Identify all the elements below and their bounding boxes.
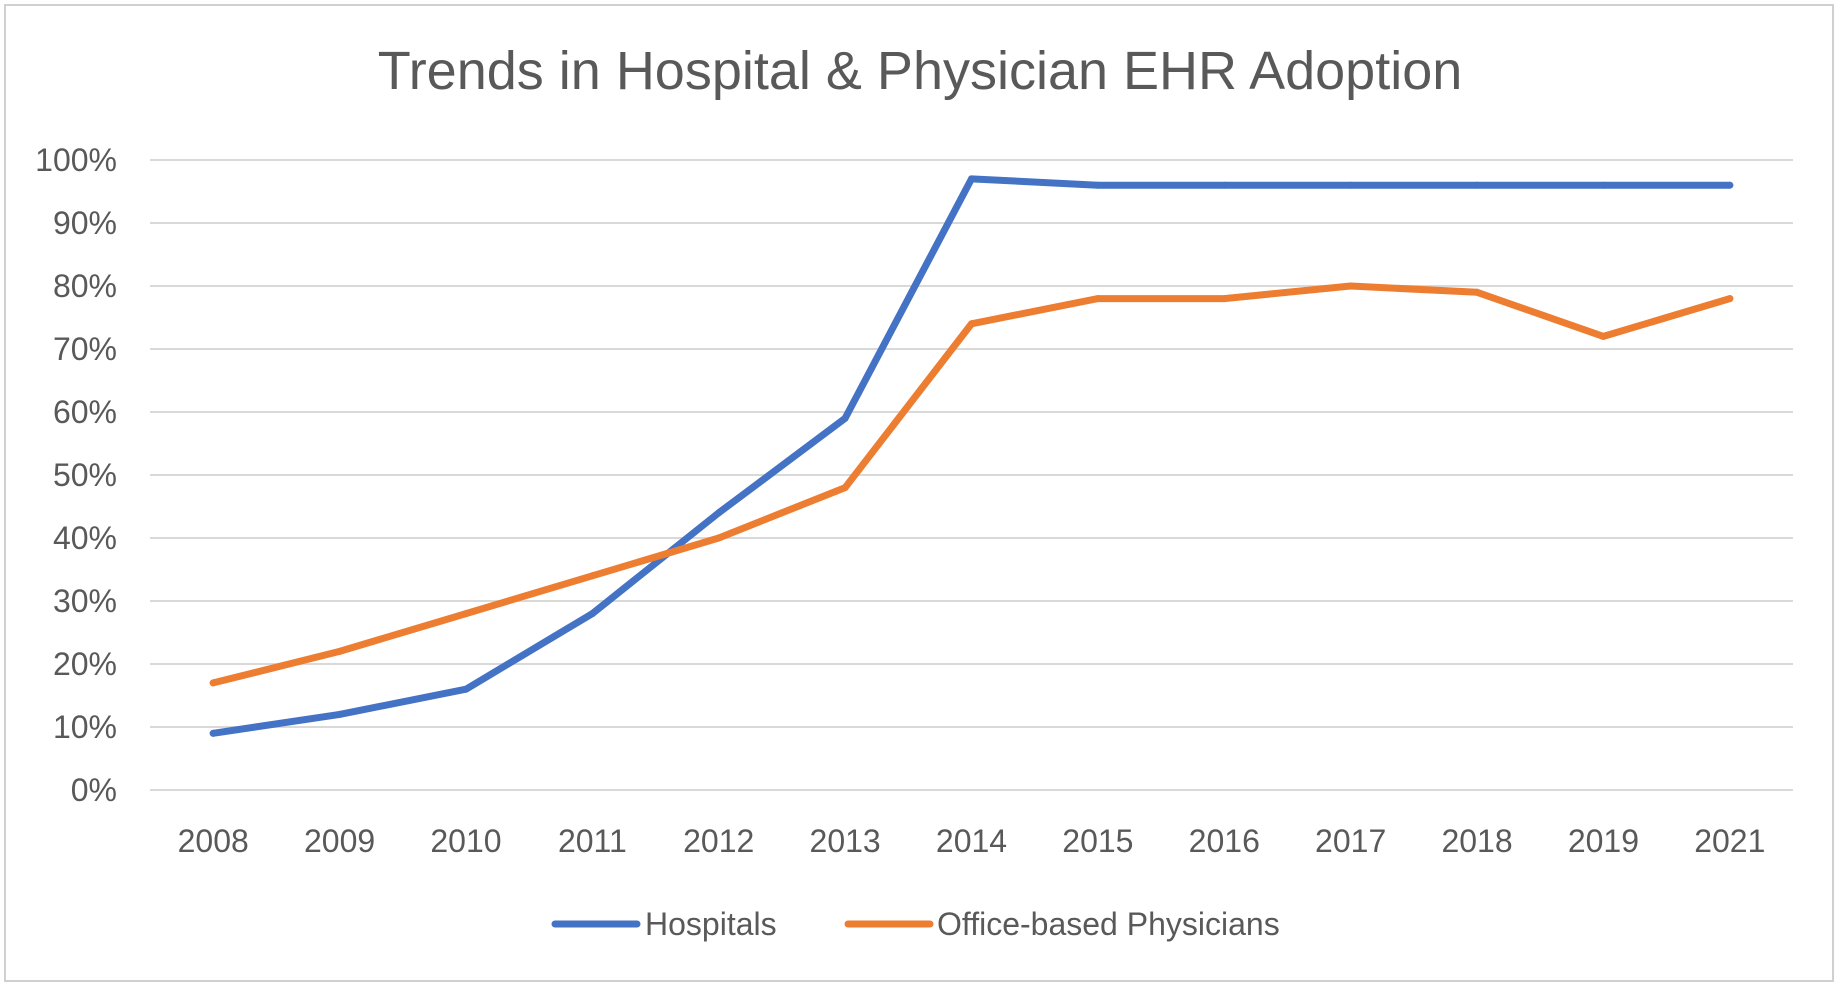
- x-tick-label: 2019: [1568, 823, 1639, 859]
- y-tick-label: 80%: [53, 268, 117, 304]
- x-tick-label: 2016: [1189, 823, 1260, 859]
- chart-title: Trends in Hospital & Physician EHR Adopt…: [377, 41, 1463, 101]
- x-tick-label: 2013: [810, 823, 881, 859]
- series-lines: [209, 175, 1734, 737]
- x-tick-label: 2015: [1062, 823, 1133, 859]
- legend: Hospitals Office-based Physicians: [551, 906, 1280, 942]
- x-tick-label: 2008: [178, 823, 249, 859]
- y-tick-label: 50%: [53, 457, 117, 493]
- y-tick-label: 40%: [53, 520, 117, 556]
- data-point: [1220, 181, 1228, 189]
- data-point: [588, 572, 596, 580]
- x-tick-label: 2009: [304, 823, 375, 859]
- data-point: [715, 534, 723, 542]
- data-point: [209, 679, 217, 687]
- data-point: [336, 647, 344, 655]
- y-tick-label: 0%: [71, 772, 117, 808]
- data-point: [1094, 181, 1102, 189]
- data-point: [841, 484, 849, 492]
- data-point: [1599, 332, 1607, 340]
- data-point: [968, 175, 975, 183]
- x-tick-label: 2018: [1441, 823, 1512, 859]
- data-point: [1220, 295, 1228, 303]
- x-tick-label: 2011: [558, 823, 627, 859]
- x-tick-label: 2012: [683, 823, 754, 859]
- legend-label: Hospitals: [645, 906, 777, 942]
- data-point: [1599, 181, 1607, 189]
- chart-frame: [4, 4, 1834, 982]
- data-point: [1347, 282, 1355, 290]
- y-tick-label: 70%: [53, 331, 117, 367]
- series-line-office-based-physicians: [209, 282, 1734, 687]
- data-point: [1726, 181, 1734, 189]
- data-point: [1347, 181, 1355, 189]
- y-tick-label: 30%: [53, 583, 117, 619]
- data-point: [462, 685, 470, 693]
- y-tick-label: 20%: [53, 646, 117, 682]
- x-tick-label: 2017: [1315, 823, 1386, 859]
- gridlines: [150, 159, 1793, 791]
- x-tick-label: 2014: [936, 823, 1007, 859]
- data-point: [1094, 295, 1102, 303]
- data-point: [209, 729, 217, 737]
- x-tick-label: 2010: [430, 823, 501, 859]
- data-point: [1473, 181, 1481, 189]
- data-point: [462, 610, 470, 618]
- y-tick-label: 10%: [53, 709, 117, 745]
- series-line-hospitals: [209, 175, 1734, 737]
- x-tick-label: 2021: [1694, 823, 1765, 859]
- data-point: [968, 320, 975, 328]
- data-point: [336, 710, 344, 718]
- y-axis-ticks: 0% 10% 20% 30% 40% 50% 60% 70% 80% 90% 100%: [35, 142, 117, 808]
- y-tick-label: 60%: [53, 394, 117, 430]
- y-tick-label: 90%: [53, 205, 117, 241]
- data-point: [1473, 288, 1481, 296]
- data-point: [841, 414, 849, 422]
- data-point: [588, 610, 596, 618]
- legend-label: Office-based Physicians: [937, 906, 1280, 942]
- x-axis-ticks: 2008 2009 2010 2011 2012 2013 2014 2015 2016 2017…: [178, 823, 1766, 859]
- y-tick-label: 100%: [35, 142, 117, 178]
- data-point: [1726, 295, 1734, 303]
- data-point: [715, 509, 723, 517]
